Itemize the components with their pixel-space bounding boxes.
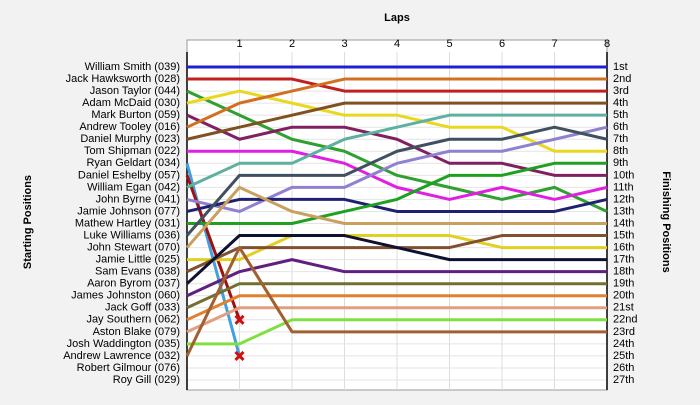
- y2-tick-label: 4th: [613, 97, 628, 109]
- rider-line: [187, 161, 607, 225]
- y2-tick-label: 20th: [613, 290, 634, 302]
- legend-label: William Smith (039): [85, 61, 180, 73]
- y2-tick-label: 12th: [613, 193, 634, 205]
- y2-tick-label: 19th: [613, 278, 634, 290]
- y2-tick-label: 1st: [613, 61, 628, 73]
- rider-line: [185, 185, 607, 249]
- rider-line: [185, 174, 241, 321]
- legend-label: Jason Taylor (044): [90, 85, 180, 97]
- legend-label: Josh Waddington (035): [67, 338, 180, 350]
- y2-tick-label: 13th: [613, 205, 634, 217]
- legend-label: Andrew Lawrence (032): [63, 350, 180, 362]
- legend-label: Jamie Johnson (077): [77, 205, 180, 217]
- legend-label: Daniel Eshelby (057): [78, 169, 180, 181]
- y2-tick-label: 26th: [613, 362, 634, 374]
- legend-label: Roy Gill (029): [113, 374, 180, 386]
- x-axis-label: Laps: [384, 12, 410, 24]
- rider-line: [186, 101, 607, 141]
- legend-label: Robert Gilmour (076): [77, 362, 180, 374]
- legend-label: John Stewart (070): [87, 241, 180, 253]
- rider-line: [187, 77, 607, 93]
- x-tick-label: 1: [236, 38, 242, 50]
- y2-tick-label: 3rd: [613, 85, 629, 97]
- legend-label: Tom Shipman (022): [84, 145, 180, 157]
- y2-tick-label: 2nd: [613, 73, 631, 85]
- rider-line: [186, 306, 607, 334]
- y2-tick-label: 24th: [613, 338, 634, 350]
- rider-line: [186, 113, 607, 177]
- rider-line: [185, 234, 607, 285]
- y2-tick-label: 18th: [613, 266, 634, 278]
- rider-line: [186, 125, 608, 213]
- y2-tick-label: 15th: [613, 229, 634, 241]
- x-tick-label: 6: [499, 38, 505, 50]
- legend-label: Andrew Tooley (016): [79, 121, 180, 133]
- legend-label: Mathew Hartley (031): [75, 217, 180, 229]
- y2-tick-label: 11th: [613, 181, 634, 193]
- x-tick-label: 8: [604, 38, 610, 50]
- x-tick-label: 2: [289, 38, 295, 50]
- y2-tick-label: 8th: [613, 145, 628, 157]
- y2-tick-label: 21st: [613, 302, 634, 314]
- retired-marker: [234, 314, 245, 325]
- y2-tick-label: 10th: [613, 169, 634, 181]
- y2-tick-label: 27th: [613, 374, 634, 386]
- legend-label: Sam Evans (038): [95, 266, 180, 278]
- rider-line: [186, 197, 608, 213]
- legend-label: Jamie Little (025): [96, 254, 180, 266]
- legend-label: Ryan Geldart (034): [86, 157, 180, 169]
- y2-tick-label: 17th: [613, 254, 634, 266]
- rider-line: [185, 246, 607, 357]
- rider-line: [186, 113, 607, 189]
- rider-line: [186, 282, 607, 310]
- legend-label: Mark Burton (059): [91, 109, 180, 121]
- legend-label: William Egan (042): [87, 181, 180, 193]
- rider-line: [187, 318, 607, 346]
- y2-axis-label: Finishing Positions: [660, 171, 672, 272]
- y-axis-label: Starting Positions: [22, 175, 34, 269]
- rider-line: [186, 258, 607, 298]
- legend-label: Jack Hawksworth (028): [66, 73, 180, 85]
- x-tick-label: 4: [394, 38, 400, 50]
- legend-label: Aston Blake (079): [93, 326, 180, 338]
- x-tick-label: 5: [446, 38, 452, 50]
- legend-label: Luke Williams (036): [83, 229, 180, 241]
- y2-tick-label: 25th: [613, 350, 634, 362]
- y2-tick-label: 9th: [613, 157, 628, 169]
- rider-line: [185, 125, 608, 237]
- legend-label: Jack Goff (033): [105, 302, 180, 314]
- x-tick-label: 3: [341, 38, 347, 50]
- legend-label: Adam McDaid (030): [82, 97, 180, 109]
- rider-line: [186, 77, 607, 129]
- legend-label: Jay Southern (062): [86, 314, 180, 326]
- x-tick-label: 7: [551, 38, 557, 50]
- legend-label: James Johnston (060): [71, 290, 180, 302]
- legend-label: Aaron Byrom (037): [87, 278, 180, 290]
- y2-tick-label: 14th: [613, 217, 634, 229]
- y2-tick-label: 6th: [613, 121, 628, 133]
- retired-marker: [234, 350, 245, 361]
- y2-tick-label: 5th: [613, 109, 628, 121]
- y2-tick-label: 23rd: [613, 326, 635, 338]
- legend-label: Daniel Murphy (023): [80, 133, 180, 145]
- rider-line: [187, 234, 607, 262]
- y2-tick-label: 16th: [613, 241, 634, 253]
- y2-tick-label: 7th: [613, 133, 628, 145]
- rider-line: [186, 294, 607, 322]
- y2-tick-label: 22nd: [613, 314, 637, 326]
- rider-line: [187, 149, 608, 201]
- legend-label: John Byrne (041): [96, 193, 180, 205]
